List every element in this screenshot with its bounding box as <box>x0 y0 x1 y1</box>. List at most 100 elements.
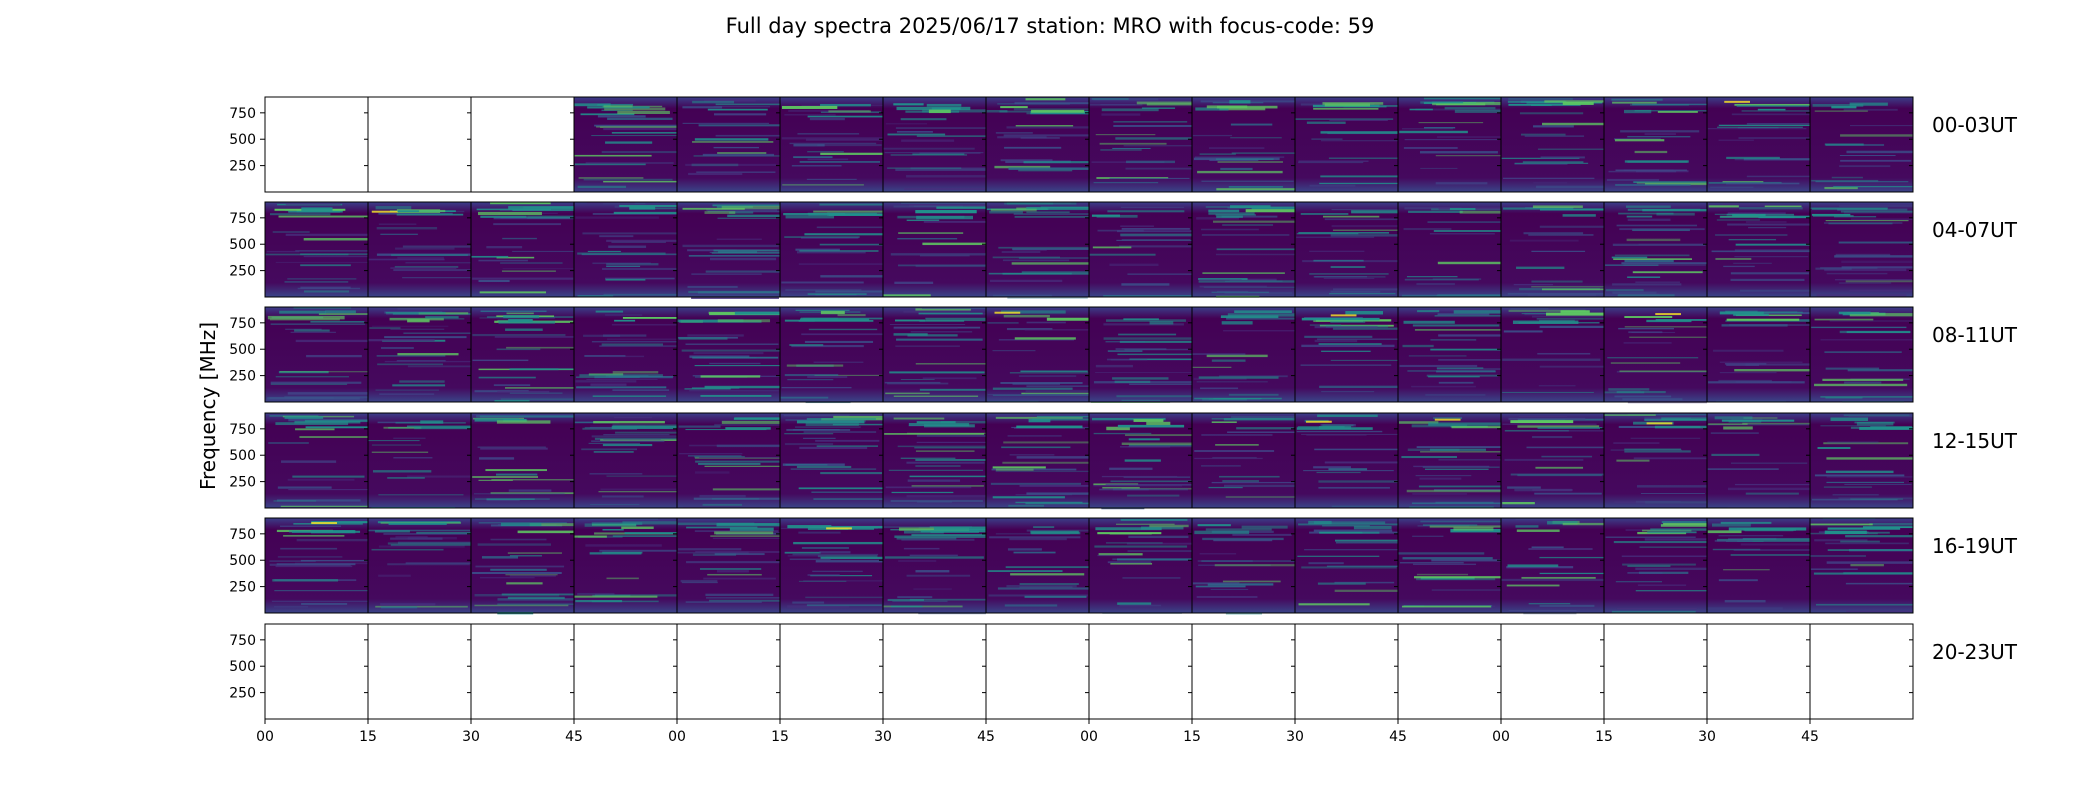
rows-layer: 250 500 750 00-03UT 250 500 750 04-07UT 250 500 75… <box>229 96 2018 720</box>
spectrum-panel <box>1809 623 1914 720</box>
spectrum-panel <box>1397 306 1502 403</box>
y-tick-label: 750 <box>229 422 256 438</box>
spectrum-panel <box>573 517 678 614</box>
spectrum-panel <box>1706 412 1811 509</box>
spectrum-panel <box>470 412 575 509</box>
spectrum-panel <box>1603 306 1708 404</box>
x-tick-label: 30 <box>462 729 480 745</box>
spectrum-panel <box>882 623 987 720</box>
y-tick-label: 750 <box>229 633 256 649</box>
spectrum-panel <box>264 412 369 509</box>
spectrum-panel <box>1088 306 1193 403</box>
spectrum-panel <box>367 306 472 403</box>
spectrum-panel <box>367 96 472 193</box>
row-16-19UT: 250 500 750 16-19UT <box>229 517 2018 615</box>
x-tick-label: 30 <box>1286 729 1304 745</box>
spectrum-panel <box>676 412 781 509</box>
spectrum-panel <box>1809 306 1914 403</box>
y-tick-label: 250 <box>229 369 256 385</box>
spectrum-panel <box>573 412 678 509</box>
x-tick-label: 30 <box>874 729 892 745</box>
y-tick-label: 250 <box>229 686 256 702</box>
spectrum-panel <box>1706 306 1811 403</box>
spectrum-panel <box>779 517 884 614</box>
y-tick-label: 500 <box>229 659 256 675</box>
spectrum-panel <box>1191 306 1296 403</box>
y-tick-label: 250 <box>229 159 256 175</box>
spectrum-panel <box>1397 517 1502 614</box>
spectrum-panel <box>1500 201 1605 298</box>
spectrum-panel <box>779 412 884 509</box>
row-time-label: 08-11UT <box>1932 323 2018 347</box>
y-tick-label: 750 <box>229 106 256 122</box>
spectrum-panel <box>1603 96 1708 193</box>
spectrum-panel <box>779 623 884 720</box>
spectrum-panel <box>779 96 884 193</box>
x-tick-label: 00 <box>668 729 686 745</box>
spectrum-panel <box>264 623 369 720</box>
spectrum-panel <box>985 96 1090 193</box>
row-time-label: 20-23UT <box>1932 640 2018 664</box>
spectrum-panel <box>1706 517 1811 614</box>
spectrum-panel <box>1397 201 1502 298</box>
spectrum-panel <box>1397 412 1502 509</box>
spectrum-panel <box>264 96 369 193</box>
spectrum-panel <box>1191 412 1296 509</box>
x-tick-label: 30 <box>1698 729 1716 745</box>
row-20-23UT: 250 500 750 20-23UT <box>229 623 2018 720</box>
spectrum-panel <box>1191 517 1296 615</box>
x-tick-label: 15 <box>1183 729 1201 745</box>
spectrum-panel <box>1809 96 1914 193</box>
x-tick-label: 45 <box>1801 729 1819 745</box>
x-tick-label: 45 <box>565 729 583 745</box>
spectrum-panel <box>985 623 1090 720</box>
x-tick-label: 15 <box>771 729 789 745</box>
spectrum-panel <box>1809 201 1914 298</box>
x-tick-label: 00 <box>1080 729 1098 745</box>
spectrum-panel <box>882 201 987 298</box>
spectrum-panel <box>676 623 781 720</box>
y-tick-label: 250 <box>229 475 256 491</box>
spectrum-panel <box>264 201 369 298</box>
y-tick-label: 500 <box>229 342 256 358</box>
x-axis-ticks: 00 15 30 45 00 15 30 45 00 15 30 45 00 15 30 45 <box>256 719 1819 745</box>
spectrum-panel <box>1191 201 1296 298</box>
spectrum-panel <box>1809 412 1914 509</box>
y-tick-label: 750 <box>229 527 256 543</box>
spectrum-panel <box>573 201 678 298</box>
y-tick-label: 250 <box>229 580 256 596</box>
spectrum-panel <box>1500 623 1605 720</box>
row-08-11UT: 250 500 750 08-11UT <box>229 306 2018 404</box>
spectrum-panel <box>1294 96 1399 193</box>
spectrum-panel <box>1706 96 1811 193</box>
spectrum-panel <box>367 412 472 509</box>
spectrum-panel <box>573 623 678 720</box>
spectrum-panel <box>573 96 678 193</box>
spectrum-panel <box>367 201 472 298</box>
spectrum-panel <box>470 201 575 298</box>
spectrum-panel <box>1191 623 1296 720</box>
x-tick-label: 00 <box>1492 729 1510 745</box>
spectrum-panel <box>573 306 678 403</box>
spectrum-panel <box>676 201 781 300</box>
spectrum-panel <box>1397 96 1502 193</box>
spectrum-panel <box>1191 96 1296 193</box>
spectrum-panel <box>1088 623 1193 720</box>
spectrum-panel <box>1603 412 1708 509</box>
y-tick-label: 500 <box>229 237 256 253</box>
y-tick-label: 500 <box>229 553 256 569</box>
x-tick-label: 15 <box>1595 729 1613 745</box>
spectrum-panel <box>470 306 575 403</box>
spectrum-panel <box>1088 201 1193 298</box>
spectrum-panel <box>1603 623 1708 720</box>
spectrum-panel <box>985 306 1090 403</box>
spectrum-panel <box>882 517 987 615</box>
spectrum-panel <box>264 306 369 403</box>
spectrum-panel <box>470 623 575 720</box>
spectrum-panel <box>676 96 781 193</box>
spectrum-panel <box>367 517 472 614</box>
spectrum-panel <box>1294 306 1399 403</box>
spectrum-panel <box>1088 96 1193 193</box>
y-tick-label: 750 <box>229 316 256 332</box>
